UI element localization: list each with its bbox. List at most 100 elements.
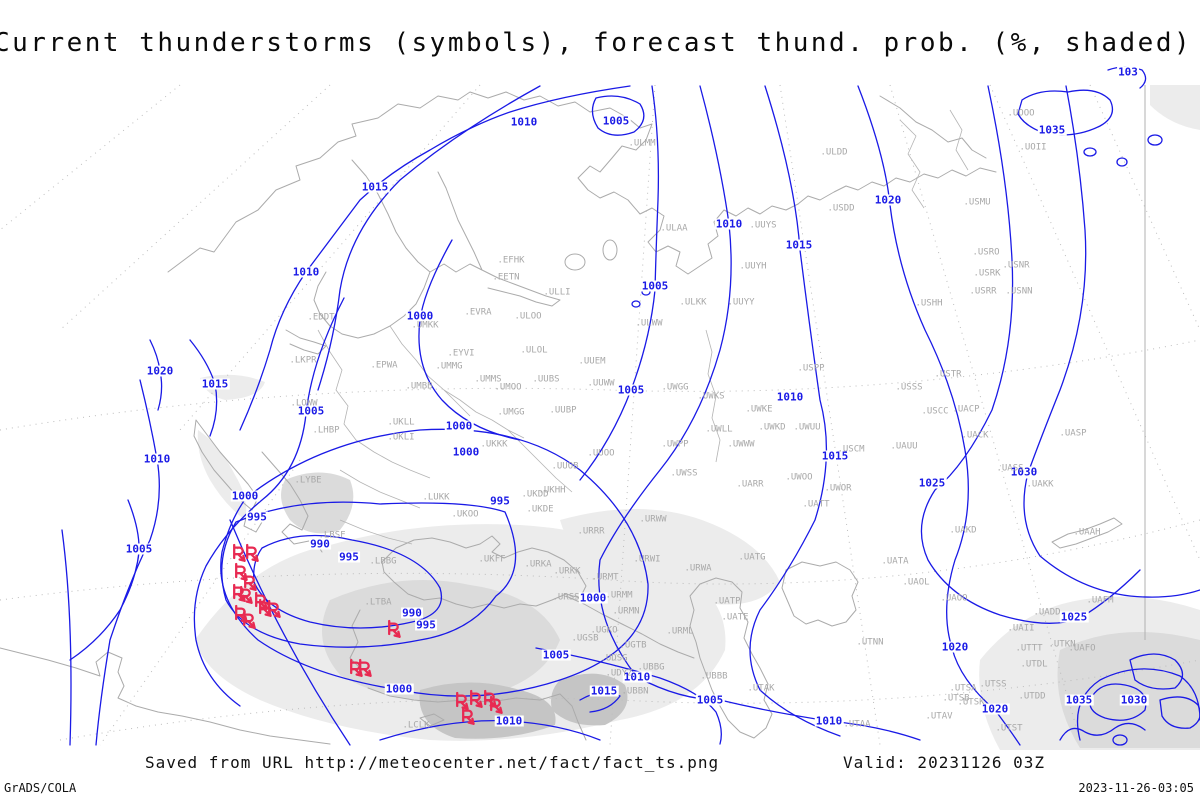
station-id-label: .LBSF <box>318 530 346 541</box>
station-id-label: .UMOO <box>494 382 522 393</box>
isobar-value-label: 1005 <box>616 383 646 397</box>
thunderstorm-symbol <box>246 543 259 562</box>
station-id-label: .LYBE <box>294 475 322 486</box>
station-id-label: .UWLL <box>705 424 733 435</box>
station-id-label: .UDYZ <box>605 668 633 679</box>
station-id-label: .UTDD <box>1018 691 1046 702</box>
station-id-label: .EDDT <box>307 312 335 323</box>
station-id-label: .UUEM <box>578 356 606 367</box>
station-id-label: .UWOR <box>824 483 852 494</box>
station-id-label: .UUOO <box>587 448 615 459</box>
isobar-value-label: 1005 <box>640 279 670 293</box>
station-id-label: .UKLI <box>387 432 415 443</box>
isobar-value-label: 1005 <box>541 648 571 662</box>
isobar-value-label: 1025 <box>917 476 947 490</box>
station-id-label: .UWSS <box>670 468 698 479</box>
isobar-value-label: 1015 <box>360 180 390 194</box>
station-id-label: .USCM <box>837 444 865 455</box>
station-id-label: .ULMM <box>628 138 656 149</box>
isobar-value-label: 1000 <box>444 419 474 433</box>
isobar-value-label: 1000 <box>578 591 608 605</box>
isobar-value-label: 1025 <box>1059 610 1089 624</box>
station-id-label: .UTSB <box>942 693 970 704</box>
station-id-label: .URMM <box>605 590 633 601</box>
station-id-label: .UDSG <box>600 653 628 664</box>
station-id-label: .UARR <box>736 479 764 490</box>
station-id-label: .USPP <box>797 363 825 374</box>
station-id-label: .EETN <box>492 272 520 283</box>
station-id-label: .UMMG <box>435 361 463 372</box>
isobar-value-label: 1010 <box>622 670 652 684</box>
isobar-value-label: 1010 <box>814 714 844 728</box>
coastlines <box>0 85 1146 745</box>
isobar-value-label: 1015 <box>820 449 850 463</box>
isobar-value-label: 1015 <box>784 238 814 252</box>
station-id-label: .ULKK <box>679 297 707 308</box>
isobar-value-label: 1030 <box>1009 465 1039 479</box>
station-id-label: .UBBN <box>621 686 649 697</box>
graticule <box>0 84 1200 746</box>
station-id-label: .LUKK <box>422 492 450 503</box>
station-id-label: .UUYS <box>749 220 777 231</box>
station-id-label: .URRR <box>577 526 605 537</box>
isobar-value-label: 1010 <box>142 452 172 466</box>
isobar-value-label: 1035 <box>1064 693 1094 707</box>
station-id-label: .EPWA <box>370 360 398 371</box>
station-id-label: .UWPP <box>661 439 689 450</box>
station-id-label: .URWW <box>639 514 667 525</box>
station-id-label: .UMMS <box>474 374 502 385</box>
isobar-value-label: 1005 <box>124 542 154 556</box>
station-id-label: .LCLK <box>402 720 430 731</box>
station-id-label: .URKK <box>553 566 581 577</box>
station-id-label: .UOOO <box>1007 108 1035 119</box>
station-id-label: .UACK <box>961 430 989 441</box>
isobar-value-label: 1020 <box>940 640 970 654</box>
page-title: Current thunderstorms (symbols), forecas… <box>0 28 1193 58</box>
station-id-label: .UAAH <box>1073 527 1101 538</box>
station-id-label: .URKA <box>524 559 552 570</box>
station-id-label: .UACP <box>952 404 980 415</box>
station-id-label: .URMT <box>591 572 619 583</box>
station-id-label: .UKDD <box>521 489 549 500</box>
station-id-label: .URWI <box>633 554 661 565</box>
station-id-label: .ULLI <box>543 287 571 298</box>
station-id-label: .UBBB <box>700 671 728 682</box>
station-id-label: .UTAK <box>747 683 775 694</box>
generation-timestamp: 2023-11-26-03:05 <box>1078 781 1194 795</box>
station-id-label: .UWWW <box>727 439 755 450</box>
station-id-label: .ULDD <box>820 147 848 158</box>
isobar-value-label: 1000 <box>230 489 260 503</box>
station-id-label: .USRO <box>972 247 1000 258</box>
station-id-label: .EVRA <box>464 307 492 318</box>
station-id-label: .UATG <box>738 552 766 563</box>
station-id-label: .USNR <box>1002 260 1030 271</box>
station-id-label: .UATT <box>802 499 830 510</box>
station-id-label: .UAKK <box>1026 479 1054 490</box>
station-id-label: .UUYY <box>727 297 755 308</box>
isobar-value-label: 1000 <box>405 309 435 323</box>
station-id-label: .UBBG <box>637 662 665 673</box>
station-id-label: .URSS <box>552 592 580 603</box>
station-id-label: .UATE <box>721 612 749 623</box>
isobar-value-label: 1005 <box>695 693 725 707</box>
station-id-label: .UGTB <box>619 640 647 651</box>
station-id-label: .UAFM <box>1086 595 1114 606</box>
station-id-label: .URMN <box>612 606 640 617</box>
isobar-value-label: 1020 <box>145 364 175 378</box>
station-id-label: .UWGG <box>661 382 689 393</box>
station-id-label: .ULOL <box>520 345 548 356</box>
isobar-value-label: 1000 <box>384 682 414 696</box>
station-id-label: .ULAA <box>660 223 688 234</box>
isobar-value-label: 1035 <box>1037 123 1067 137</box>
station-id-label: .USHH <box>915 298 943 309</box>
station-id-label: .EYVI <box>447 348 475 359</box>
station-id-label: .UUBP <box>549 405 577 416</box>
station-id-label: .UMKK <box>411 320 439 331</box>
station-id-label: .UAUU <box>890 441 918 452</box>
station-id-label: .UWKD <box>758 422 786 433</box>
station-id-label: .UWUU <box>793 422 821 433</box>
station-id-label: .UAKD <box>949 525 977 536</box>
station-id-label: .UMBB <box>405 381 433 392</box>
